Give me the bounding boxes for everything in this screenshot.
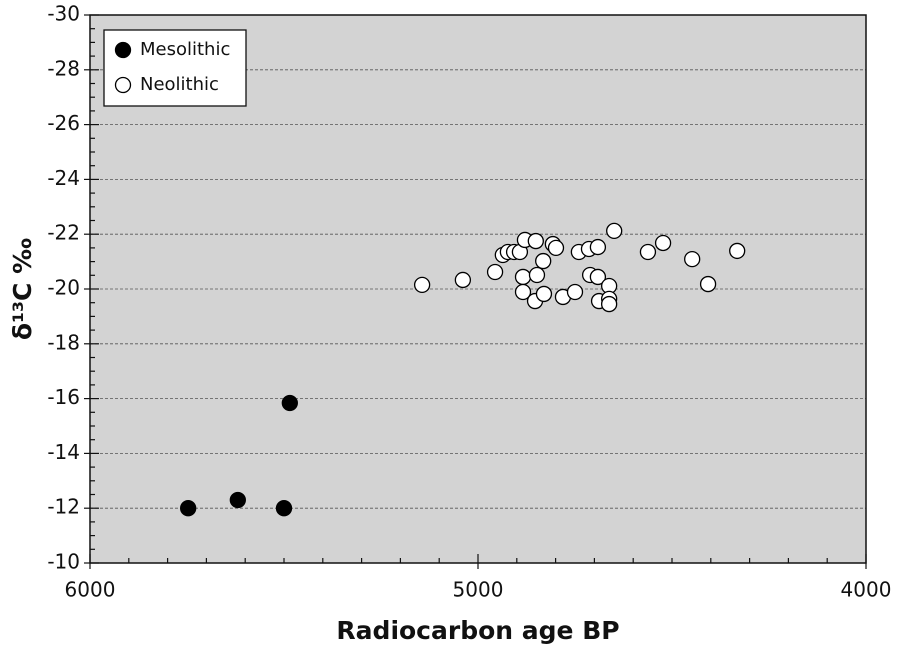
point — [729, 242, 746, 260]
y-tick-label: -16 — [47, 385, 80, 409]
plot-frame — [89, 14, 867, 564]
y-tick-label: -18 — [47, 330, 80, 354]
x-tick-label: 4000 — [841, 578, 892, 602]
point — [589, 238, 607, 256]
point — [527, 232, 544, 250]
legend-marker — [114, 41, 132, 59]
point — [413, 276, 431, 294]
point — [180, 500, 197, 517]
point — [454, 271, 472, 289]
y-tick-label: -22 — [47, 221, 80, 245]
point — [566, 283, 584, 301]
point — [514, 268, 532, 286]
x-tick-label: 6000 — [65, 578, 116, 602]
point — [654, 234, 672, 252]
y-tick-label: -30 — [47, 2, 80, 26]
legend-label: Neolithic — [140, 74, 219, 95]
point — [684, 250, 701, 268]
point — [275, 500, 293, 517]
y-tick-label: -20 — [47, 276, 80, 300]
point — [528, 266, 546, 284]
y-tick-label: -14 — [47, 440, 80, 464]
y-tick-label: -24 — [47, 166, 80, 190]
y-tick-label: -12 — [47, 495, 80, 519]
y-tick-label: -28 — [47, 56, 80, 80]
point — [514, 283, 532, 301]
y-tick-label: -26 — [47, 111, 80, 135]
point — [639, 243, 657, 261]
legend-label: Mesolithic — [140, 39, 230, 60]
point — [547, 239, 565, 257]
x-tick-label: 5000 — [453, 578, 504, 602]
point — [535, 252, 552, 270]
legend-box — [103, 29, 247, 107]
point — [600, 295, 618, 313]
point — [486, 263, 504, 281]
point — [281, 394, 298, 412]
y-tick-label: -10 — [47, 550, 80, 574]
legend-marker — [114, 76, 132, 94]
y-axis-label: δ¹³C ‰ — [8, 238, 37, 340]
x-axis-label: Radiocarbon age BP — [336, 616, 619, 645]
point — [589, 268, 607, 286]
point — [699, 275, 717, 293]
point — [229, 491, 246, 509]
point — [535, 285, 553, 303]
point — [606, 222, 623, 240]
